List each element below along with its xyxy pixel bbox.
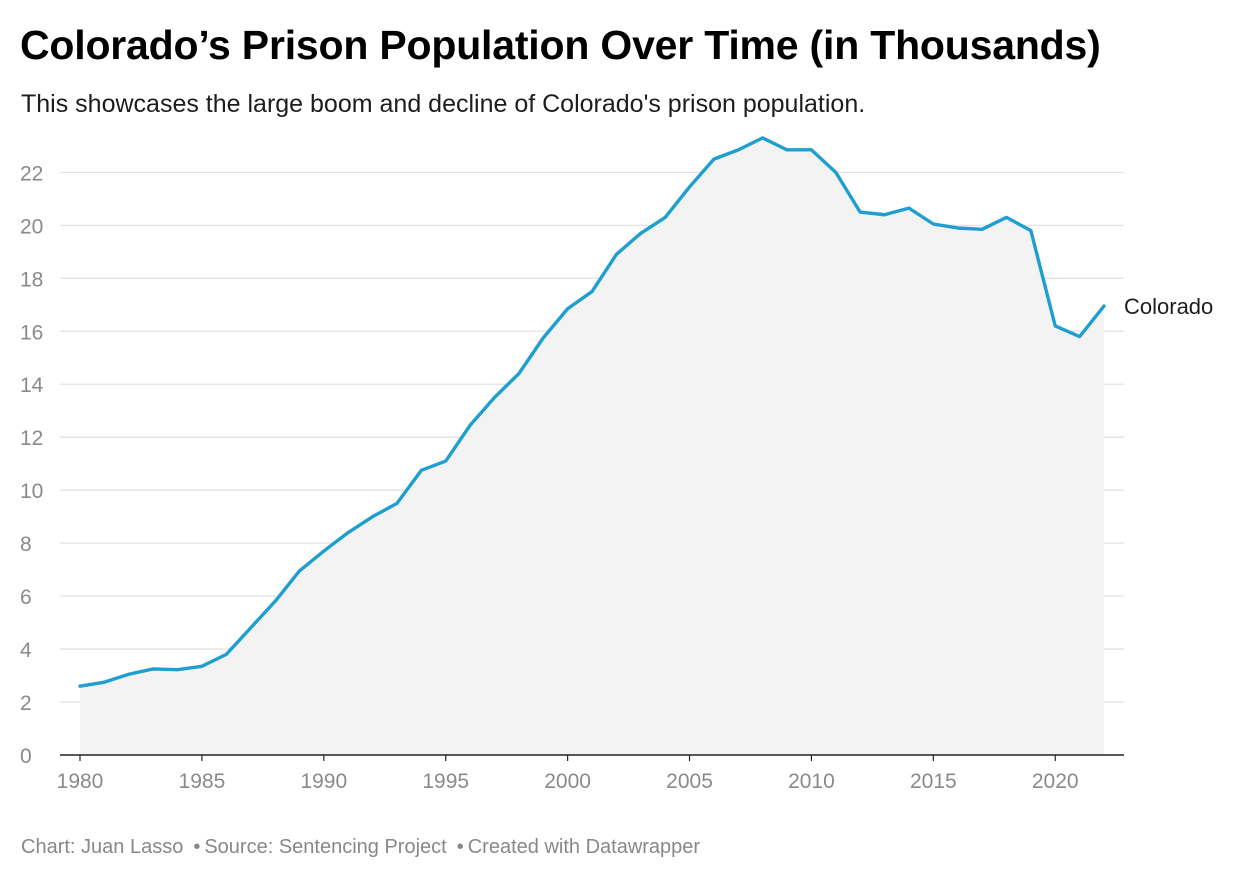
chart-source: Source: Sentencing Project <box>204 836 447 858</box>
series-area-colorado <box>80 137 1104 755</box>
footer-separator: • <box>456 836 464 858</box>
y-axis-tick-labels: 0 2 4 6 8 10 12 14 16 18 20 22 <box>20 162 44 768</box>
series-line-layer <box>78 136 1106 688</box>
y-tick-label: 14 <box>20 374 44 397</box>
y-tick-label: 6 <box>20 586 32 609</box>
y-tick-label: 22 <box>20 162 43 185</box>
chart-subtitle: This showcases the large boom and declin… <box>21 90 866 118</box>
x-tick-label: 2010 <box>788 770 835 793</box>
x-axis-tick-labels: 1980 1985 1990 1995 2000 2005 2010 2015 2020 <box>57 755 1079 793</box>
area-chart: 0 2 4 6 8 10 12 14 16 18 20 22 1980 1985 1990 1995 2000… <box>20 136 1213 793</box>
x-tick-label: 1990 <box>300 770 347 793</box>
x-tick-label: 1985 <box>179 770 226 793</box>
series-label-colorado: Colorado <box>1124 294 1213 319</box>
y-tick-label: 8 <box>20 533 32 556</box>
y-tick-label: 10 <box>20 480 43 503</box>
y-tick-label: 20 <box>20 215 43 238</box>
x-tick-label: 1980 <box>57 770 104 793</box>
chart-tool-credit: Created with Datawrapper <box>467 836 701 858</box>
x-tick-label: 2015 <box>910 770 957 793</box>
series-line-colorado <box>78 136 1106 688</box>
y-tick-label: 16 <box>20 321 43 344</box>
footer-separator: • <box>193 836 201 858</box>
y-tick-label: 4 <box>20 639 32 662</box>
y-tick-label: 12 <box>20 427 43 450</box>
chart-footer: Chart: Juan Lasso • Source: Sentencing Pro… <box>21 836 700 859</box>
series-labels: Colorado <box>1124 294 1213 319</box>
chart-title: Colorado’s Prison Population Over Time (… <box>20 22 1101 68</box>
y-tick-label: 2 <box>20 692 32 715</box>
y-tick-label: 0 <box>20 745 32 768</box>
x-tick-label: 2005 <box>666 770 713 793</box>
x-tick-label: 1995 <box>422 770 469 793</box>
x-tick-label: 2020 <box>1032 770 1079 793</box>
y-tick-label: 18 <box>20 268 43 291</box>
chart-credit: Chart: Juan Lasso <box>21 836 184 858</box>
area-fill-layer <box>80 137 1104 755</box>
x-tick-label: 2000 <box>544 770 591 793</box>
